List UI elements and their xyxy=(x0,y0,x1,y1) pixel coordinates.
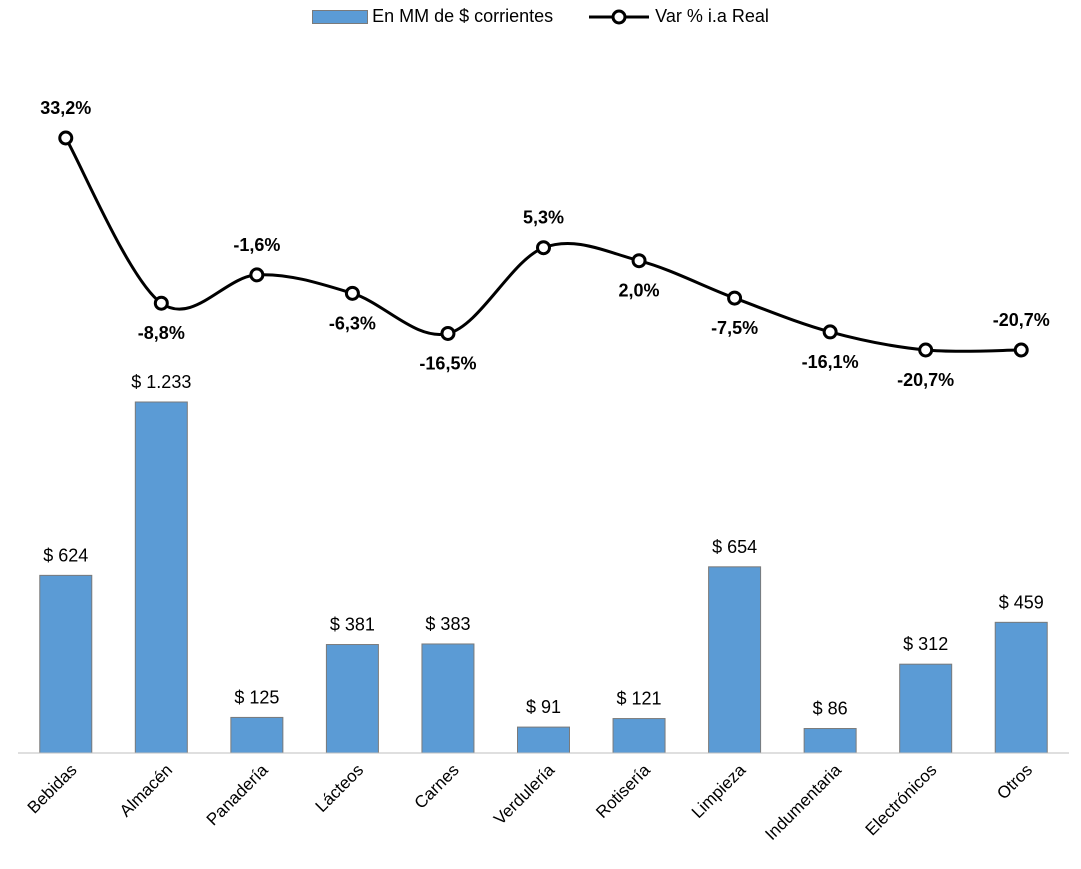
bar-label-2: $ 125 xyxy=(234,687,279,707)
line-point-7 xyxy=(727,290,743,306)
bar-4 xyxy=(421,643,475,754)
bar-label-9: $ 312 xyxy=(903,634,948,654)
line-point-10 xyxy=(1013,342,1029,358)
x-tick-label-6: Rotisería xyxy=(592,760,654,822)
legend: En MM de $ corrientes Var % i.a Real xyxy=(0,6,1081,27)
bar-0 xyxy=(39,574,93,754)
line-label-2: -1,6% xyxy=(233,235,280,255)
x-tick-label-3: Lácteos xyxy=(312,760,368,816)
bar-1 xyxy=(134,401,188,754)
legend-item-bars: En MM de $ corrientes xyxy=(312,6,553,27)
bar-8 xyxy=(803,728,857,754)
line-label-1: -8,8% xyxy=(138,323,185,343)
series-line-var xyxy=(64,137,1022,353)
line-label-8: -16,1% xyxy=(802,352,859,372)
legend-line-swatch xyxy=(589,9,650,24)
line-point-5 xyxy=(536,240,551,256)
bar-label-0: $ 624 xyxy=(43,545,88,565)
line-point-9 xyxy=(918,342,934,358)
x-tick-label-7: Limpieza xyxy=(688,760,750,822)
line-point-3 xyxy=(344,285,360,301)
bar-10 xyxy=(994,621,1048,754)
bar-label-4: $ 383 xyxy=(425,614,470,634)
line-point-6 xyxy=(631,253,647,269)
bar-label-1: $ 1.233 xyxy=(131,372,191,392)
line-label-6: 2,0% xyxy=(619,281,660,301)
line-label-5: 5,3% xyxy=(523,208,564,228)
x-tick-label-0: Bebidas xyxy=(24,760,81,817)
line-label-7: -7,5% xyxy=(711,318,758,338)
bar-2 xyxy=(230,716,284,754)
bar-label-10: $ 459 xyxy=(999,592,1044,612)
bar-label-7: $ 654 xyxy=(712,537,757,557)
x-tick-label-2: Panadería xyxy=(203,760,272,829)
legend-line-label: Var % i.a Real xyxy=(655,6,769,26)
bar-7 xyxy=(708,566,762,754)
legend-bar-swatch xyxy=(312,9,369,24)
bar-label-6: $ 121 xyxy=(617,689,662,709)
bar-5 xyxy=(517,726,570,754)
x-tick-label-10: Otros xyxy=(993,760,1036,803)
line-label-3: -6,3% xyxy=(329,313,376,333)
line-point-8 xyxy=(822,324,838,340)
line-point-2 xyxy=(249,267,265,283)
bar-label-5: $ 91 xyxy=(526,697,561,717)
bar-9 xyxy=(899,663,953,754)
bar-label-3: $ 381 xyxy=(330,615,375,635)
x-tick-label-4: Carnes xyxy=(411,760,463,812)
legend-bar-label: En MM de $ corrientes xyxy=(372,6,554,26)
line-label-9: -20,7% xyxy=(897,370,954,390)
bar-label-8: $ 86 xyxy=(813,699,848,719)
legend-item-line: Var % i.a Real xyxy=(587,6,769,27)
x-tick-label-8: Indumentaria xyxy=(761,760,845,844)
line-label-4: -16,5% xyxy=(419,353,476,373)
bar-6 xyxy=(612,718,666,754)
bar-3 xyxy=(325,644,379,754)
line-label-10: -20,7% xyxy=(993,310,1050,330)
x-tick-label-9: Electrónicos xyxy=(862,760,941,839)
line-point-4 xyxy=(440,325,456,341)
x-tick-label-1: Almacén xyxy=(116,760,176,820)
line-point-0 xyxy=(58,130,74,146)
line-point-1 xyxy=(153,295,169,311)
x-tick-label-5: Verdulería xyxy=(490,760,559,829)
line-label-0: 33,2% xyxy=(40,98,91,118)
